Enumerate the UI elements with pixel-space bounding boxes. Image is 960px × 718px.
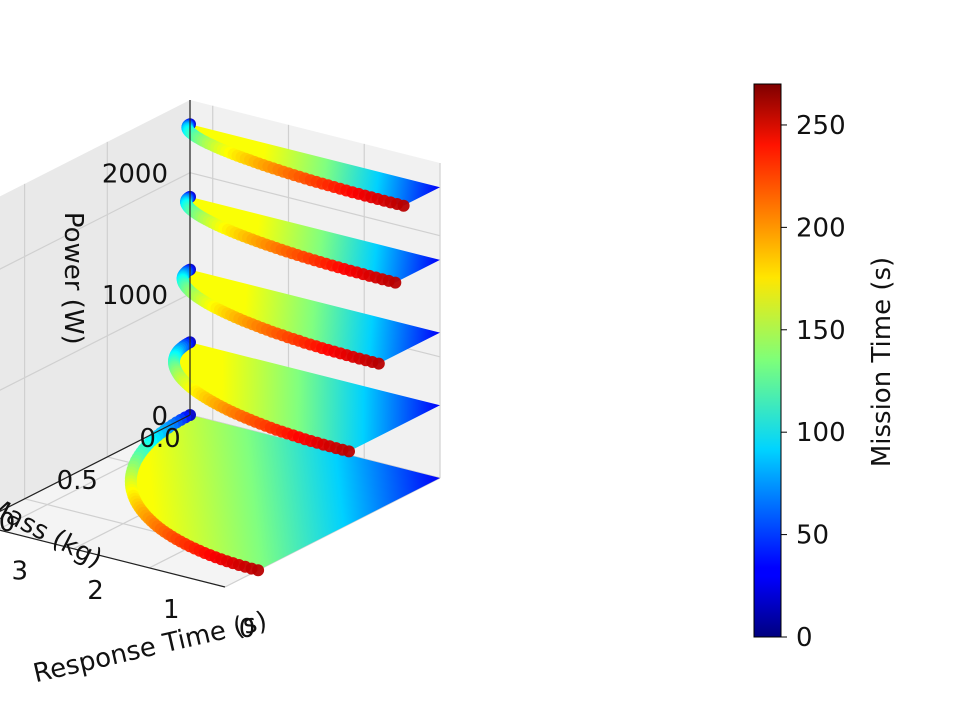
layer-sheet (130, 415, 440, 571)
layer-sheet (186, 196, 440, 283)
scatter-layer-3 (176, 263, 441, 370)
colorbar-tick-label: 250 (796, 111, 846, 141)
grid-z-side (0, 293, 191, 391)
y-tick-label: 1.0 (0, 508, 15, 538)
colorbar-tick-label: 50 (796, 521, 829, 551)
x-tick-label: 3 (11, 557, 28, 587)
y-axis-line (0, 414, 191, 512)
data-point (389, 276, 402, 289)
colorbar: 0 50 100 150 200 250 Mission Time (s) (753, 83, 897, 653)
z-tick-label: 0 (151, 402, 168, 432)
data-point (372, 357, 385, 370)
colorbar-label: Mission Time (s) (867, 257, 897, 467)
scatter-layer-5 (181, 118, 440, 212)
colorbar-tick-label: 150 (796, 316, 846, 346)
layer-sheet (187, 124, 440, 206)
grid-z-back (189, 172, 441, 237)
scatter-layer-4 (180, 190, 440, 289)
axis-lines (0, 100, 226, 588)
scatter-layer-1 (124, 409, 440, 577)
side-pane (0, 100, 190, 512)
colorbar-tick-label: 0 (796, 623, 813, 653)
data-layers (124, 118, 441, 577)
x-axis-label: Response Time (s) (30, 606, 270, 689)
x-tick-label: 0 (239, 614, 256, 644)
colorbar-gradient (753, 83, 782, 638)
layer-sheet (182, 269, 441, 364)
y-tick-label: 0.5 (57, 466, 98, 496)
data-point (252, 564, 265, 577)
colorbar-tick-label: 100 (796, 418, 846, 448)
data-point (397, 199, 410, 212)
colorbar-tick-label: 200 (796, 213, 846, 243)
z-axis-label: Power (W) (58, 212, 88, 345)
grid-z-side (0, 172, 191, 270)
tick-labels: 0 1 2 3 0.0 0.5 1.0 0 1000 2000 (0, 160, 255, 644)
y-tick-label: 0.0 (139, 424, 180, 454)
x-tick-label: 2 (87, 576, 104, 606)
colorbar-ticks: 0 50 100 150 200 250 (781, 111, 846, 653)
layer-sheet (173, 342, 441, 452)
data-point (343, 445, 355, 458)
x-tick-label: 1 (163, 595, 180, 625)
scatter-layer-2 (168, 336, 441, 458)
z-tick-label: 2000 (102, 160, 168, 190)
x-axis-line (0, 529, 226, 588)
z-tick-label: 1000 (102, 281, 168, 311)
